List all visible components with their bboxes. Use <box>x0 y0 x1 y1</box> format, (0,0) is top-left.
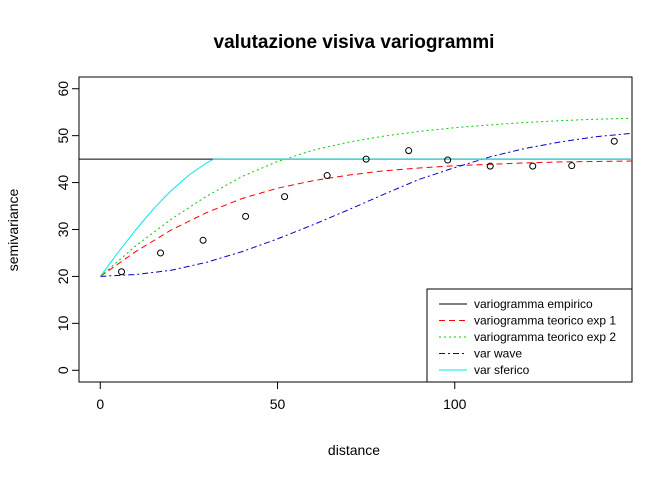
empirical-point <box>529 162 537 170</box>
series-layer <box>79 117 632 277</box>
empirical-point <box>242 212 250 220</box>
series-line-4 <box>100 132 632 277</box>
y-axis: 0 10 20 30 40 50 60 <box>55 81 80 374</box>
y-tick-label: 50 <box>55 128 71 144</box>
x-axis-label: distance <box>328 442 380 458</box>
x-tick-label: 100 <box>443 396 467 412</box>
y-tick-label: 40 <box>55 175 71 191</box>
empirical-point <box>486 162 494 170</box>
empirical-point <box>281 193 289 201</box>
series-line-3 <box>99 117 632 277</box>
y-tick-label: 0 <box>55 366 71 374</box>
empirical-points-layer <box>118 137 618 276</box>
x-tick-label: 0 <box>96 396 104 412</box>
empirical-point <box>199 236 207 244</box>
x-axis: 0 50 100 <box>96 381 467 412</box>
empirical-point <box>362 155 370 163</box>
legend-label: variogramma empirico <box>474 297 593 311</box>
x-tick-label: 50 <box>270 396 286 412</box>
empirical-point <box>118 268 126 276</box>
series-line-2 <box>100 160 632 277</box>
legend-label: var wave <box>474 347 522 361</box>
legend-label: variogramma teorico exp 2 <box>474 330 616 344</box>
series-line-5 <box>99 158 632 277</box>
chart-title: valutazione visiva variogrammi <box>214 32 495 53</box>
empirical-point <box>323 172 331 180</box>
empirical-point <box>157 249 165 257</box>
y-tick-label: 20 <box>55 268 71 284</box>
y-tick-label: 10 <box>55 315 71 331</box>
empirical-point <box>444 156 452 164</box>
legend-label: variogramma teorico exp 1 <box>474 314 616 328</box>
y-axis-label: semivariance <box>5 189 21 272</box>
empirical-point <box>610 137 618 145</box>
y-tick-label: 30 <box>55 222 71 238</box>
empirical-point <box>568 162 576 170</box>
empirical-point <box>405 147 413 155</box>
legend: variogramma empirico variogramma teorico … <box>426 288 633 383</box>
y-tick-label: 60 <box>55 81 71 97</box>
legend-label: var sferico <box>474 363 530 377</box>
